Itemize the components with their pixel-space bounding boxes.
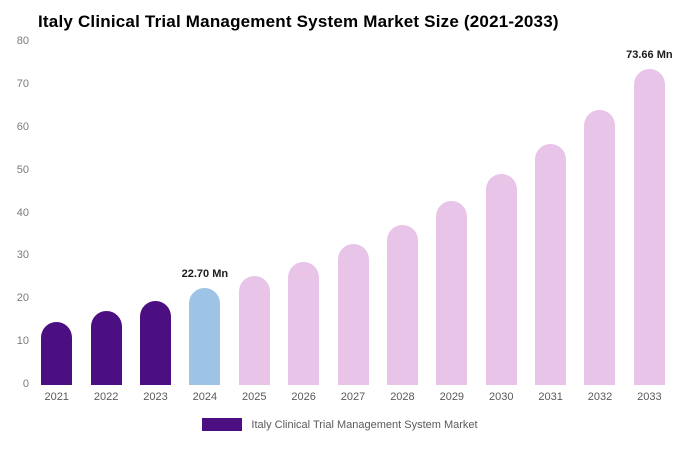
legend-swatch (202, 418, 243, 431)
y-tick-label: 60 (16, 120, 29, 133)
bar-2023 (139, 300, 171, 385)
x-tick-label: 2021 (44, 391, 69, 403)
y-tick-label: 0 (22, 378, 29, 390)
y-tick-label: 30 (16, 249, 29, 262)
bar-2027 (337, 243, 369, 385)
legend: Italy Clinical Trial Management System M… (0, 418, 680, 431)
bar-column (32, 42, 81, 385)
bar-column (477, 42, 526, 385)
bar-2033 (633, 69, 665, 385)
bar-column (378, 42, 427, 385)
bar-column (328, 42, 377, 385)
plot-area: 22.70 Mn 73.66 Mn (32, 42, 674, 385)
x-tick-label: 2024 (192, 391, 218, 403)
bar-value-label: 22.70 Mn (181, 267, 229, 280)
x-tick-label: 2026 (291, 391, 316, 403)
bar-column (279, 42, 328, 385)
bar-column: 73.66 Mn (625, 42, 674, 385)
bar-chart: 0 10 20 30 40 50 60 70 80 22.70 Mn 73.66 Mn (6, 35, 674, 390)
x-tick-label: 2027 (340, 391, 366, 403)
bar-2030 (485, 174, 517, 385)
x-axis: 2021 2022 2023 2024 2025 2026 2027 2028 2029 2030… (32, 391, 674, 403)
bar-column: 22.70 Mn (180, 42, 229, 385)
legend-label: Italy Clinical Trial Management System M… (251, 418, 478, 431)
bar-2028 (386, 224, 418, 385)
bar-2032 (584, 110, 616, 385)
y-tick-label: 50 (16, 163, 29, 176)
bar-2021 (41, 321, 73, 385)
bar-2031 (535, 144, 567, 385)
x-tick-label: 2023 (143, 391, 168, 403)
page-title: Italy Clinical Trial Management System M… (38, 12, 559, 31)
y-tick-label: 70 (16, 77, 29, 90)
x-tick-label: 2032 (587, 391, 613, 403)
bar-column (427, 42, 476, 385)
bar-column (575, 42, 624, 385)
bar-2026 (288, 262, 320, 385)
bar-column (230, 42, 279, 385)
bar-2025 (238, 276, 270, 385)
y-tick-label: 40 (16, 206, 29, 219)
y-tick-label: 10 (16, 335, 29, 348)
bar-column (131, 42, 180, 385)
bar-2029 (436, 200, 468, 385)
x-tick-label: 2028 (390, 391, 415, 403)
bar-value-label: 73.66 Mn (626, 49, 673, 62)
bar-2022 (90, 311, 122, 385)
bar-column (526, 42, 575, 385)
x-tick-label: 2025 (242, 391, 267, 403)
x-tick-label: 2030 (488, 391, 514, 403)
bar-2024 (189, 287, 221, 385)
y-tick-label: 20 (16, 292, 29, 305)
x-tick-label: 2029 (439, 391, 465, 403)
x-tick-label: 2033 (637, 391, 662, 403)
bar-column (81, 42, 130, 385)
x-tick-label: 2022 (93, 391, 119, 403)
y-tick-label: 80 (16, 35, 29, 47)
y-axis: 0 10 20 30 40 50 60 70 80 (6, 35, 32, 390)
x-tick-label: 2031 (538, 391, 563, 403)
